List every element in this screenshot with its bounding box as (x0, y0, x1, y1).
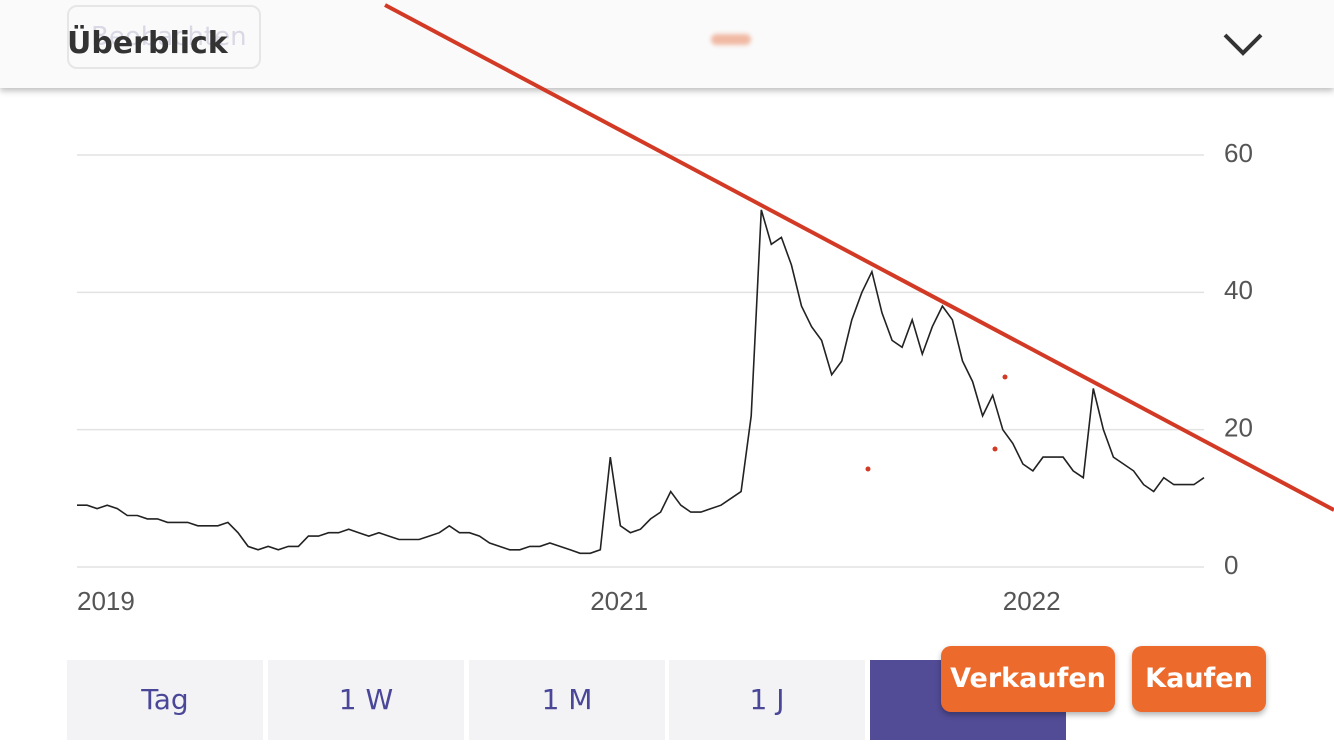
annotation-dot (1002, 374, 1008, 380)
trend-line (384, 3, 1334, 512)
period-tab[interactable]: Tag (67, 660, 263, 740)
price-line (77, 209, 1205, 555)
period-tab[interactable]: 1 M (469, 660, 665, 740)
sell-button[interactable]: Verkaufen (941, 646, 1115, 712)
annotation-dot (992, 446, 998, 452)
x-tick-label: 2022 (1003, 586, 1061, 616)
page-title: Überblick (67, 26, 228, 61)
y-tick-label: 60 (1224, 138, 1253, 168)
annotation-dot (865, 466, 871, 472)
buy-button[interactable]: Kaufen (1132, 646, 1266, 712)
blur-spot (711, 34, 751, 45)
expand-chevron[interactable] (1222, 30, 1264, 58)
x-tick-label: 2021 (590, 586, 648, 616)
y-tick-label: 0 (1224, 550, 1238, 580)
header: Beobachten Überblick (0, 0, 1334, 88)
period-tab[interactable]: 1 W (268, 660, 464, 740)
y-tick-label: 40 (1224, 275, 1253, 305)
watch-button[interactable]: Beobachten (67, 5, 261, 69)
price-chart: 0 20 40 60 2019 2021 2022 (77, 3, 1334, 616)
x-tick-label: 2019 (77, 586, 135, 616)
y-tick-label: 20 (1224, 413, 1253, 443)
period-tab[interactable]: 1 J (669, 660, 865, 740)
